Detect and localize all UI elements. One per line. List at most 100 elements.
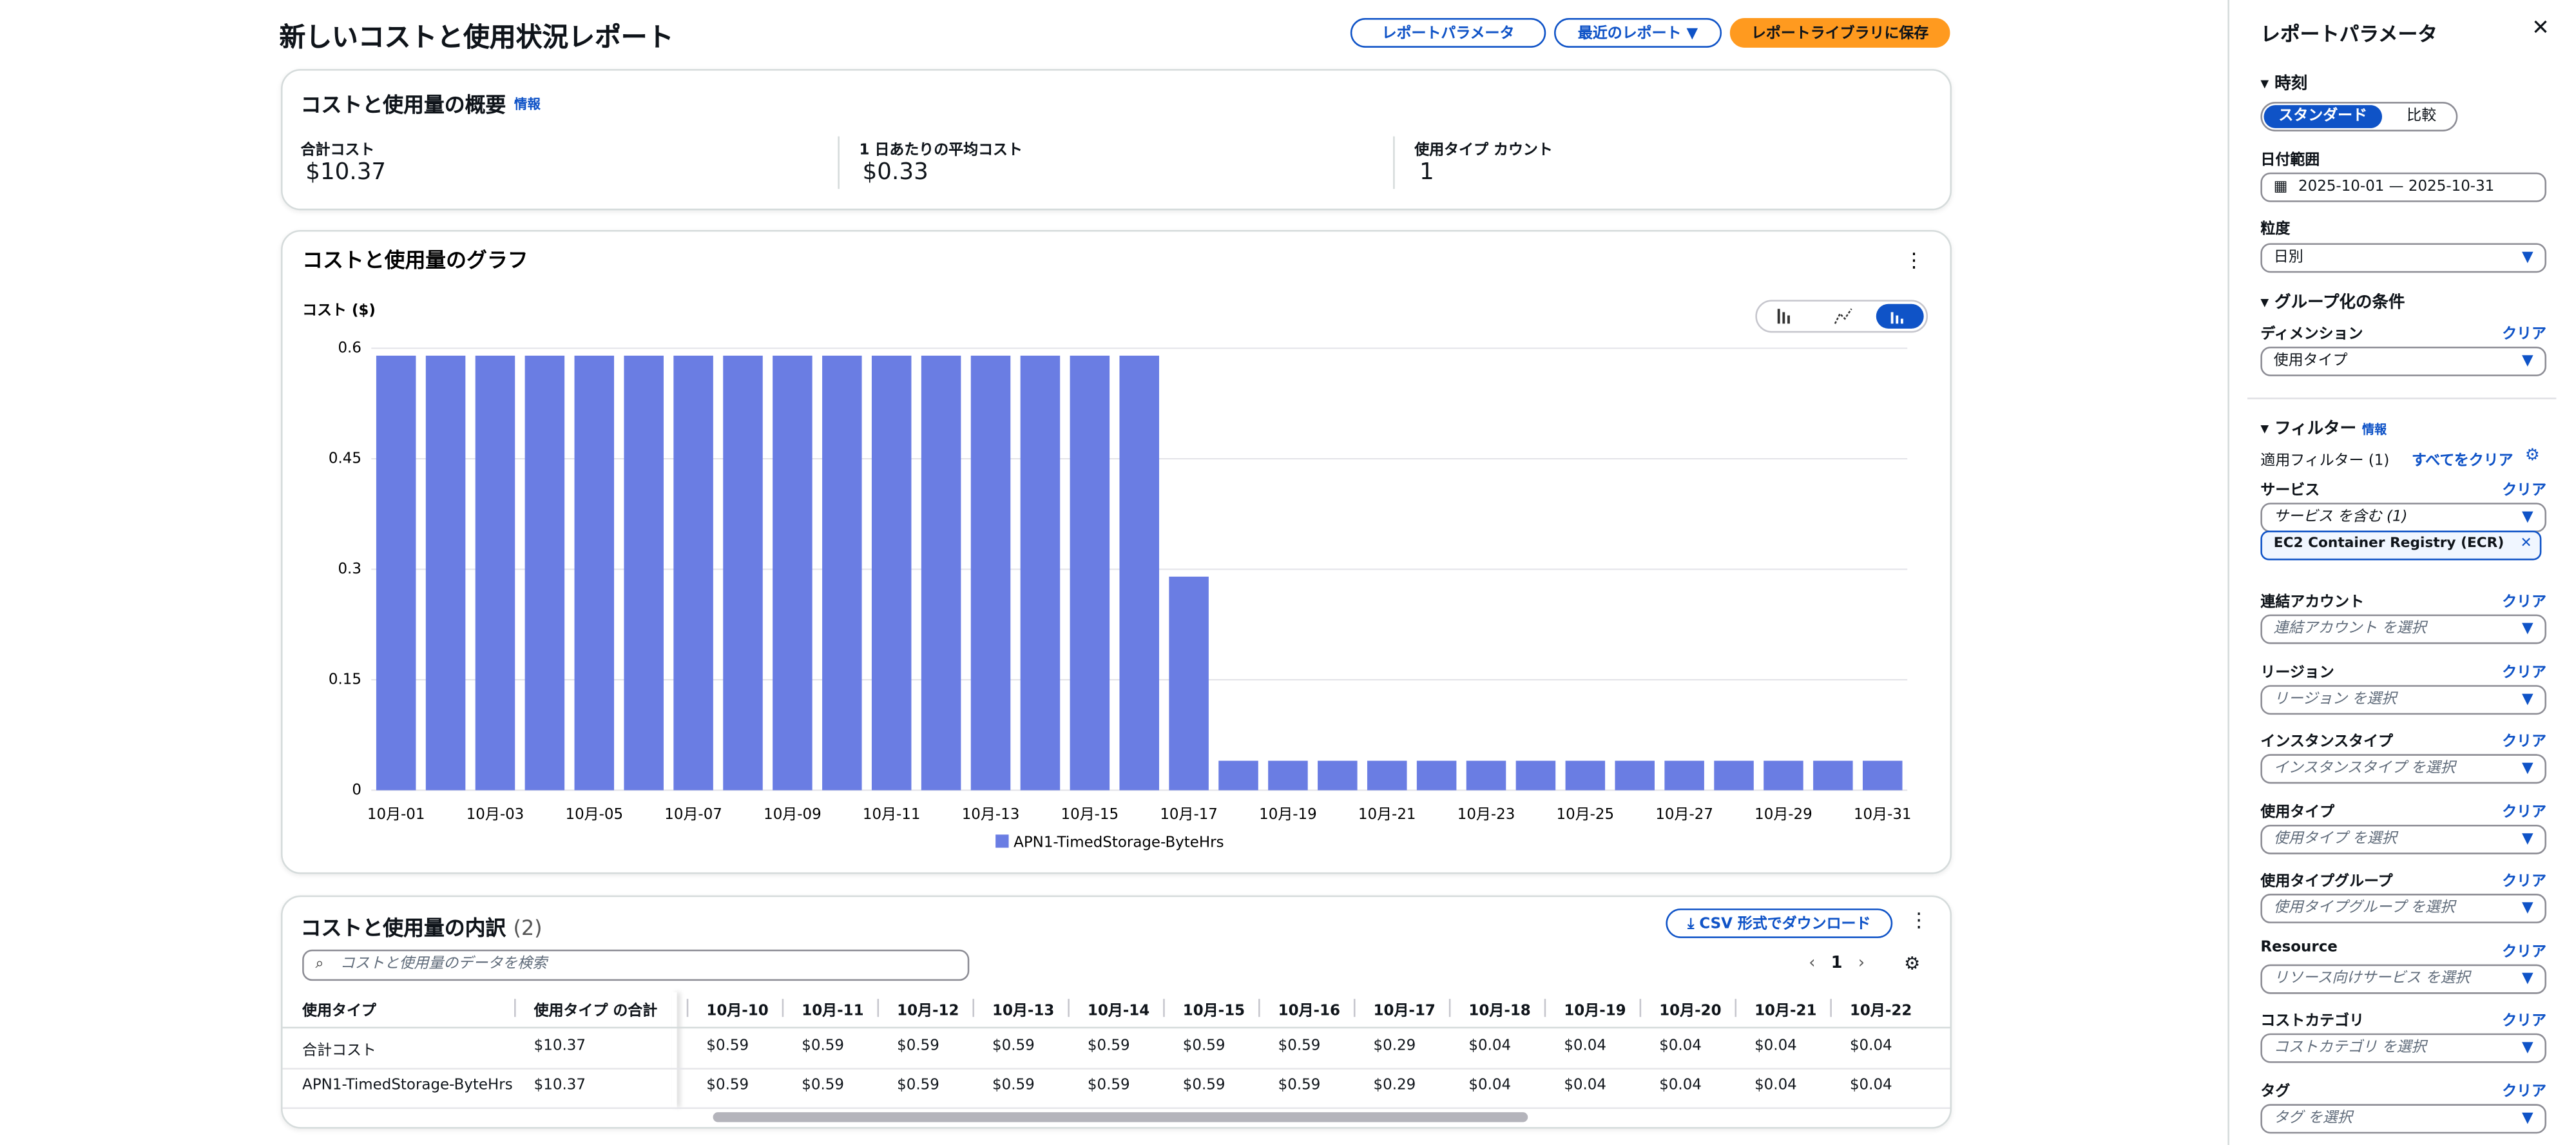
filter-select[interactable]: 使用タイプ を選択 ▼ — [2260, 823, 2547, 854]
column-header[interactable]: 10月-21 — [1754, 1003, 1817, 1021]
field-label: サービス — [2260, 483, 2320, 500]
clear-link[interactable]: クリア — [2502, 804, 2547, 821]
filter-select[interactable]: コストカテゴリ を選択 ▼ — [2260, 1033, 2547, 1063]
menu-icon[interactable]: ⋮ — [1908, 908, 1929, 932]
column-header[interactable]: 10月-19 — [1564, 1003, 1626, 1021]
clear-all-link[interactable]: すべてをクリア — [2411, 453, 2514, 470]
column-header[interactable]: 10月-12 — [897, 1003, 959, 1021]
bar — [822, 355, 862, 791]
bar — [1714, 760, 1754, 791]
bar — [1565, 760, 1606, 791]
filter-select[interactable]: リソース向けサービス を選択 ▼ — [2260, 963, 2547, 994]
filter-select[interactable]: タグ を選択 ▼ — [2260, 1103, 2547, 1133]
clear-link[interactable]: クリア — [2502, 483, 2547, 500]
chart-card: コストと使用量のグラフ ⋮ コスト ($) 0 0.15 0.3 0.45 0.6 10月… — [280, 229, 1952, 874]
bar-icon[interactable] — [1777, 309, 1790, 324]
page-number: 1 — [1831, 954, 1843, 973]
bar — [1367, 760, 1407, 791]
label: フィルター — [2274, 420, 2357, 439]
search-box[interactable]: ⌕ コストと使用量のデータを検索 — [302, 949, 970, 981]
column-header[interactable]: 10月-14 — [1087, 1003, 1150, 1021]
close-icon[interactable]: ✕ — [2532, 16, 2550, 41]
clear-link[interactable]: クリア — [2502, 734, 2547, 751]
table-cell: $0.59 — [706, 1077, 749, 1095]
bar — [1764, 760, 1803, 791]
column-header[interactable]: 10月-22 — [1849, 1003, 1912, 1021]
column-header[interactable]: 10月-13 — [992, 1003, 1055, 1021]
pager[interactable]: ‹ 1 › — [1809, 954, 1865, 973]
section-title[interactable]: ▾ フィルター 情報 — [2260, 420, 2387, 439]
field-label: リージョン — [2260, 664, 2334, 681]
recent-button[interactable]: 最近のレポート ▼ — [1554, 18, 1722, 48]
filter-select[interactable]: 連結アカウント を選択 ▼ — [2260, 614, 2547, 644]
clear-link[interactable]: クリア — [2502, 1083, 2547, 1101]
granularity-select[interactable]: 日別 ▼ — [2260, 243, 2547, 273]
caret: ▼ — [2521, 900, 2533, 917]
bar — [624, 355, 664, 791]
clear-link[interactable]: クリア — [2502, 594, 2547, 611]
filter-select[interactable]: リージョン を選択 ▼ — [2260, 684, 2547, 714]
y-tick-label: 0.6 — [338, 340, 361, 356]
placeholder: コストと使用量のデータを検索 — [340, 956, 548, 973]
filter-select[interactable]: インスタンスタイプ を選択 ▼ — [2260, 754, 2547, 784]
metric-label: 使用タイプ カウント — [1414, 142, 1553, 160]
save-button[interactable]: レポートライブラリに保存 — [1729, 18, 1950, 48]
clear-link[interactable]: クリア — [2502, 874, 2547, 890]
info-link[interactable]: 情報 — [2361, 422, 2387, 438]
placeholder: コストカテゴリ を選択 — [2273, 1039, 2427, 1057]
settings-icon[interactable]: ⚙ — [2524, 447, 2540, 465]
bar — [673, 355, 713, 791]
table-cell: $0.59 — [992, 1038, 1035, 1055]
mode-option[interactable]: スタンダード — [2264, 105, 2383, 128]
scrollbar[interactable] — [713, 1112, 1528, 1122]
section-title[interactable]: ▾ 時刻 — [2260, 75, 2308, 94]
legend-label: APN1-TimedStorage-ByteHrs — [1014, 834, 1224, 851]
column-separator — [1353, 999, 1356, 1017]
placeholder: サービス を含む (1) — [2273, 509, 2408, 526]
clear-link[interactable]: クリア — [2502, 943, 2547, 961]
column-header[interactable]: 10月-17 — [1373, 1003, 1436, 1021]
clear-link[interactable]: クリア — [2502, 1014, 2547, 1030]
table-cell: 合計コスト — [302, 1043, 376, 1060]
settings-icon[interactable]: ⚙ — [1904, 952, 1921, 974]
date-field[interactable]: ▦ 2025-10-01 — 2025-10-31 — [2260, 172, 2547, 202]
params-button[interactable]: レポートパラメータ — [1350, 18, 1546, 48]
breakdown-card: コストと使用量の内訳 (2) ⤓ CSV 形式でダウンロード ⋮ ⌕ コストと使用… — [280, 895, 1952, 1129]
dimension-select[interactable]: 使用タイプ ▼ — [2260, 346, 2547, 376]
column-separator — [1258, 999, 1260, 1017]
y-tick-label: 0.3 — [338, 561, 361, 577]
column-header[interactable]: 10月-20 — [1659, 1003, 1722, 1021]
column-header[interactable]: 10月-16 — [1278, 1003, 1341, 1021]
column-header[interactable]: 10月-15 — [1182, 1003, 1245, 1021]
bar — [1318, 760, 1358, 791]
column-header[interactable]: 10月-10 — [706, 1003, 769, 1021]
bar — [1416, 760, 1457, 791]
column-header[interactable]: 使用タイプ — [302, 1003, 376, 1021]
column-header[interactable]: 10月-11 — [802, 1003, 864, 1021]
filter-select[interactable]: サービス を含む (1) ▼ — [2260, 503, 2547, 533]
download-button[interactable]: ⤓ CSV 形式でダウンロード — [1666, 908, 1893, 938]
table-cell: $0.59 — [706, 1038, 749, 1055]
table-cell: $0.59 — [1087, 1038, 1130, 1055]
placeholder: リソース向けサービス を選択 — [2273, 970, 2470, 987]
column-separator — [686, 999, 689, 1017]
table-cell: $0.29 — [1373, 1077, 1416, 1095]
column-header[interactable]: 使用タイプ の合計 — [533, 1003, 658, 1021]
menu-icon[interactable]: ⋮ — [1904, 249, 1924, 272]
mode-option[interactable]: 比較 — [2407, 108, 2437, 125]
column-header[interactable]: 10月-18 — [1468, 1003, 1531, 1021]
clear-link[interactable]: クリア — [2502, 664, 2547, 681]
placeholder: インスタンスタイプ を選択 — [2273, 760, 2456, 778]
column-separator — [1163, 999, 1165, 1017]
info-link[interactable]: 情報 — [514, 97, 541, 112]
chart-type-selected[interactable] — [1876, 303, 1924, 329]
summary-card: コストと使用量の概要 情報 合計コスト $10.37 1 日あたりの平均コスト … — [280, 69, 1952, 211]
calendar-icon: ▦ — [2273, 178, 2288, 196]
remove-icon[interactable]: ✕ — [2520, 534, 2532, 552]
caret: ▼ — [2521, 970, 2533, 987]
divider — [1393, 136, 1395, 189]
line-icon[interactable] — [1834, 308, 1852, 324]
section-title[interactable]: ▾ グループ化の条件 — [2260, 294, 2405, 313]
filter-select[interactable]: 使用タイプグループ を選択 ▼ — [2260, 894, 2547, 923]
clear-link[interactable]: クリア — [2502, 327, 2547, 343]
